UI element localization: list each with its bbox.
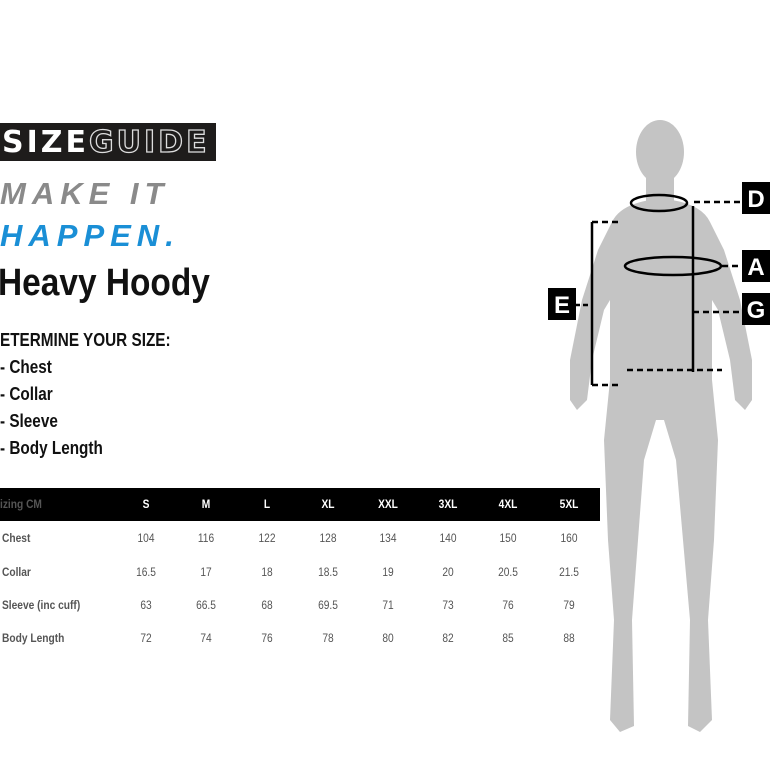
table-cell: 104 xyxy=(137,531,155,545)
table-cell: 69.5 xyxy=(318,598,338,612)
table-cell: 150 xyxy=(499,531,517,545)
table-cell: 20.5 xyxy=(498,565,518,579)
table-cell: 88 xyxy=(563,631,575,645)
size-guide-logo: SIZE GUIDE xyxy=(0,123,216,161)
table-cell: 78 xyxy=(322,631,334,645)
label-d: D xyxy=(742,182,770,214)
table-cell: 72 xyxy=(140,631,152,645)
table-row-label: Chest xyxy=(2,531,31,545)
table-cell: 140 xyxy=(439,531,457,545)
body-silhouette xyxy=(570,120,752,732)
table-row-label: Body Length xyxy=(2,631,65,645)
table-cell: 17 xyxy=(200,565,212,579)
svg-text:E: E xyxy=(554,292,570,319)
table-cell: 16.5 xyxy=(136,565,156,579)
table-row-label: Collar xyxy=(2,565,31,579)
logo-guide: GUIDE xyxy=(88,124,210,160)
table-cell: 68 xyxy=(261,598,273,612)
svg-text:A: A xyxy=(747,254,764,281)
size-column-header: S xyxy=(142,497,150,511)
product-title: Heavy Hoody xyxy=(0,262,210,304)
size-column-header: 3XL xyxy=(438,497,458,511)
measure-item-collar: - Collar xyxy=(0,384,53,404)
table-cell: 21.5 xyxy=(559,565,579,579)
table-cell: 122 xyxy=(258,531,276,545)
table-cell: 18.5 xyxy=(318,565,338,579)
size-column-header: 4XL xyxy=(498,497,518,511)
table-cell: 18 xyxy=(261,565,273,579)
size-table-header xyxy=(0,488,600,521)
table-cell: 76 xyxy=(502,598,514,612)
table-cell: 134 xyxy=(379,531,397,545)
table-cell: 116 xyxy=(197,531,215,545)
table-cell: 19 xyxy=(382,565,394,579)
table-cell: 66.5 xyxy=(196,598,216,612)
collar-measure xyxy=(629,193,689,213)
table-cell: 80 xyxy=(382,631,394,645)
tagline-line1: MAKE IT xyxy=(0,176,170,211)
table-cell: 82 xyxy=(442,631,454,645)
size-column-header: XL xyxy=(321,497,335,511)
table-cell: 160 xyxy=(560,531,578,545)
table-row-label: Sleeve (inc cuff) xyxy=(2,598,81,612)
measure-item-sleeve: - Sleeve xyxy=(0,411,58,431)
measure-item-body-length: - Body Length xyxy=(0,438,103,458)
tagline-line2: HAPPEN. xyxy=(0,218,180,253)
table-cell: 71 xyxy=(382,598,394,612)
size-column-header: XXL xyxy=(378,497,398,511)
logo-size: SIZE xyxy=(2,124,90,160)
chest-measure xyxy=(623,255,723,277)
table-cell: 74 xyxy=(200,631,212,645)
size-column-header: M xyxy=(201,497,211,511)
label-a: A xyxy=(742,250,770,282)
measure-item-chest: - Chest xyxy=(0,357,52,377)
label-e: E xyxy=(548,288,576,320)
table-header-label: izing CM xyxy=(0,497,42,511)
table-cell: 63 xyxy=(140,598,152,612)
table-cell: 20 xyxy=(442,565,454,579)
svg-text:G: G xyxy=(747,297,766,324)
size-column-header: 5XL xyxy=(559,497,579,511)
table-cell: 79 xyxy=(563,598,575,612)
determine-heading: ETERMINE YOUR SIZE: xyxy=(0,330,171,350)
table-cell: 73 xyxy=(442,598,454,612)
table-cell: 85 xyxy=(502,631,514,645)
svg-text:D: D xyxy=(747,186,764,213)
table-cell: 128 xyxy=(319,531,337,545)
table-cell: 76 xyxy=(261,631,273,645)
label-g: G xyxy=(742,293,770,325)
size-column-header: L xyxy=(263,497,271,511)
